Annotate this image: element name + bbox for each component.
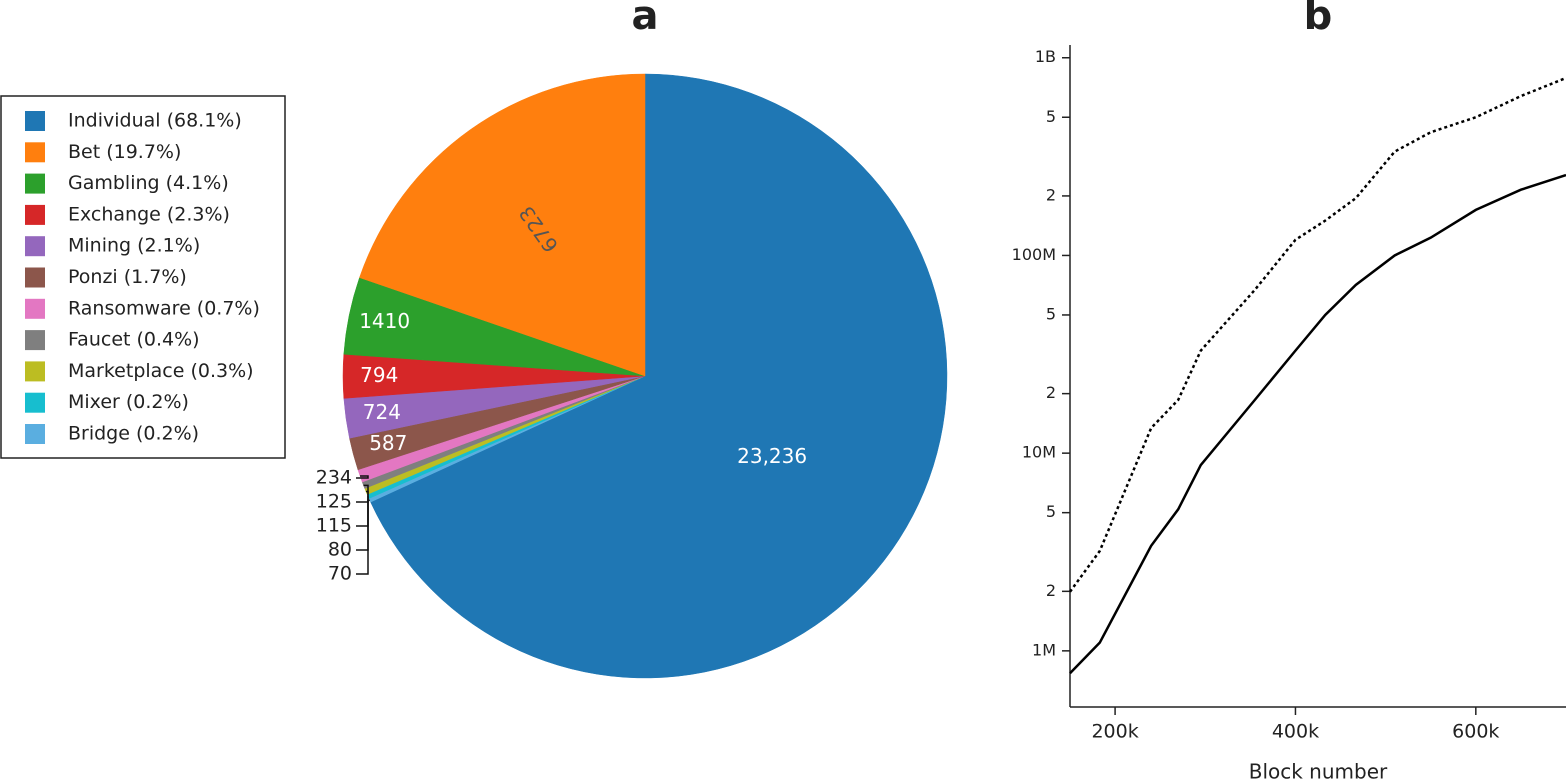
x-tick-label: 200k: [1091, 721, 1138, 743]
legend-swatch: [25, 424, 45, 444]
legend-label: Individual (68.1%): [68, 110, 242, 132]
slice-label: 724: [363, 400, 401, 424]
slice-label: 234: [316, 467, 352, 489]
legend-label: Ransomware (0.7%): [68, 297, 260, 319]
panel-title: a: [632, 0, 659, 39]
y-tick-label: 5: [1046, 502, 1056, 521]
legend-swatch: [25, 236, 45, 257]
x-tick-label: 600k: [1452, 721, 1499, 743]
legend-swatch: [25, 204, 45, 225]
legend-label: Bridge (0.2%): [68, 423, 199, 445]
line-series: [1069, 173, 1566, 675]
legend-swatch: [25, 142, 45, 163]
y-tick-label: 5: [1046, 304, 1056, 323]
y-tick-label: 1M: [1032, 640, 1056, 659]
slice-label: 1410: [359, 309, 410, 333]
y-tick-label: 2: [1046, 581, 1056, 600]
slice-label: 587: [369, 431, 407, 455]
legend-swatch: [25, 361, 45, 382]
y-tick-label: 5: [1046, 107, 1056, 126]
legend-swatch: [25, 298, 45, 319]
leader-line: [356, 490, 369, 527]
legend-label: Bet (19.7%): [68, 141, 181, 163]
legend-label: Exchange (2.3%): [68, 203, 230, 225]
legend-swatch: [25, 330, 45, 351]
x-axis-label: Block number: [1249, 760, 1388, 784]
y-tick-label: 2: [1046, 383, 1056, 402]
slice-label: 115: [316, 515, 352, 537]
y-tick-label: 100M: [1012, 245, 1056, 264]
legend-swatch: [25, 267, 45, 288]
slice-label: 125: [316, 491, 352, 513]
legend-label: Faucet (0.4%): [68, 329, 200, 351]
slice-label: 70: [328, 563, 352, 585]
legend-label: Ponzi (1.7%): [68, 266, 187, 288]
legend-swatch: [25, 173, 45, 194]
legend-label: Gambling (4.1%): [68, 172, 229, 194]
slice-label: 23,236: [737, 444, 807, 468]
y-tick-label: 2: [1046, 185, 1056, 204]
legend-label: Marketplace (0.3%): [68, 360, 254, 382]
legend-swatch: [25, 111, 45, 131]
y-tick-label: 1B: [1035, 47, 1056, 66]
x-tick-label: 400k: [1272, 721, 1319, 743]
legend-label: Mining (2.1%): [68, 235, 200, 257]
leader-line: [356, 499, 370, 575]
legend-label: Mixer (0.2%): [68, 391, 189, 413]
pie-slice: [370, 73, 948, 679]
line-series: [1068, 76, 1566, 593]
leader-line: [356, 475, 369, 479]
y-tick-label: 10M: [1022, 443, 1056, 462]
legend-swatch: [25, 392, 45, 413]
leader-line: [356, 495, 369, 551]
slice-label: 794: [360, 363, 398, 387]
slice-label: 80: [328, 539, 352, 561]
pie-slice: [359, 73, 646, 377]
legend-box: [0, 95, 286, 459]
panel-title: b: [1304, 0, 1333, 39]
